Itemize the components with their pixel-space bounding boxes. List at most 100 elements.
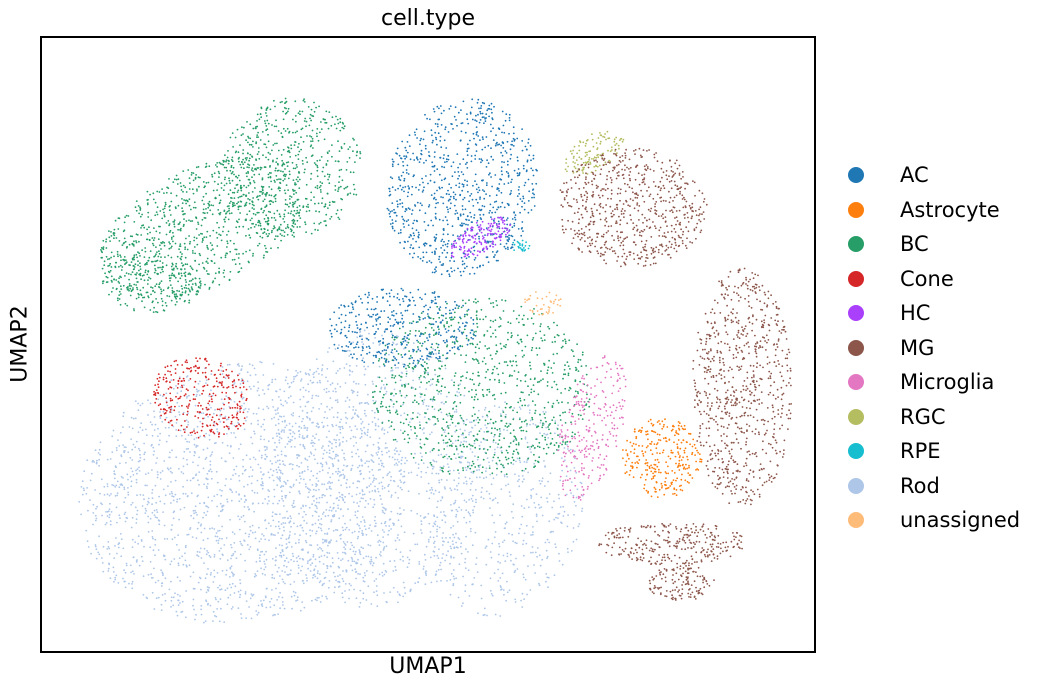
point-bc [223,269,226,272]
point-rod [130,467,133,470]
point-rod [267,384,270,387]
point-bc [220,239,223,242]
point-rod [328,485,331,488]
point-bc [153,271,156,274]
point-bc [433,334,435,336]
point-rod [282,526,285,528]
point-bc [115,237,118,239]
point-rod [322,453,325,455]
point-rod [309,368,311,371]
point-bc [181,202,184,205]
point-bc [297,176,299,179]
point-rod [164,593,166,595]
point-rod [395,462,398,465]
point-rod [91,460,94,463]
point-bc [218,194,221,197]
point-rod [351,531,354,534]
point-rod [157,549,160,551]
point-bc [153,264,156,267]
point-rod [431,465,434,468]
point-rod [533,462,536,465]
point-rod [337,557,340,560]
point-rod [202,539,205,542]
point-rod [369,560,371,563]
point-rod [500,488,503,490]
point-rod [151,530,154,532]
point-bc [195,217,198,220]
point-rod [372,479,375,482]
point-rod [284,464,286,467]
point-rod [192,509,195,512]
point-bc [139,272,142,275]
point-bc [201,218,204,221]
point-bc [337,190,339,193]
point-rod [482,477,485,480]
point-rod [377,418,380,421]
point-rod [157,427,159,430]
point-bc [219,199,222,202]
point-bc [117,255,119,258]
point-rod [243,428,246,431]
point-bc [256,125,259,128]
point-rod [335,424,338,427]
point-rod [494,451,496,454]
point-bc [287,110,289,113]
point-bc [210,249,213,252]
point-bc [337,140,339,143]
point-bc [257,151,260,153]
point-rod [381,575,384,577]
point-rod [280,450,283,453]
point-rod [518,417,521,419]
point-rod [541,477,544,480]
point-rod [335,528,337,531]
point-rod [418,561,421,563]
point-rod [575,538,578,541]
point-rod [518,532,520,535]
point-rod [412,532,415,535]
point-rod [105,511,107,513]
point-rod [380,459,382,462]
point-rod [409,589,412,592]
point-rod [322,511,325,514]
point-rod [423,553,426,556]
point-rod [195,437,198,439]
point-rod [179,508,182,511]
point-rod [207,551,210,554]
point-rod [539,564,542,567]
point-rod [141,560,144,562]
point-rod [240,498,243,500]
point-rod [447,466,450,469]
point-rod [275,461,277,464]
point-rod [123,451,126,454]
point-rod [245,499,248,502]
point-rod [468,498,470,501]
point-rod [269,606,272,608]
point-rod [545,580,547,583]
point-rod [140,422,143,425]
point-rod [294,437,296,440]
point-rod [248,533,251,536]
point-bc [252,252,255,255]
point-rod [443,540,445,543]
point-rod [360,432,363,435]
point-rod [213,569,216,572]
point-rod [224,415,227,418]
point-rod [373,503,376,506]
point-rod [455,411,458,413]
point-rod [134,506,137,509]
point-bc [323,220,326,223]
point-bc [198,252,201,255]
point-bc [434,369,436,371]
point-rod [327,514,330,517]
point-rod [417,463,420,466]
point-rod [196,425,199,428]
point-rod [466,466,469,469]
point-bc [226,234,228,236]
point-rod [332,360,335,363]
point-rod [221,553,224,556]
point-rod [141,505,144,507]
point-bc [269,211,272,214]
point-bc [162,266,164,269]
point-bc [229,182,231,185]
point-bc [135,297,138,300]
